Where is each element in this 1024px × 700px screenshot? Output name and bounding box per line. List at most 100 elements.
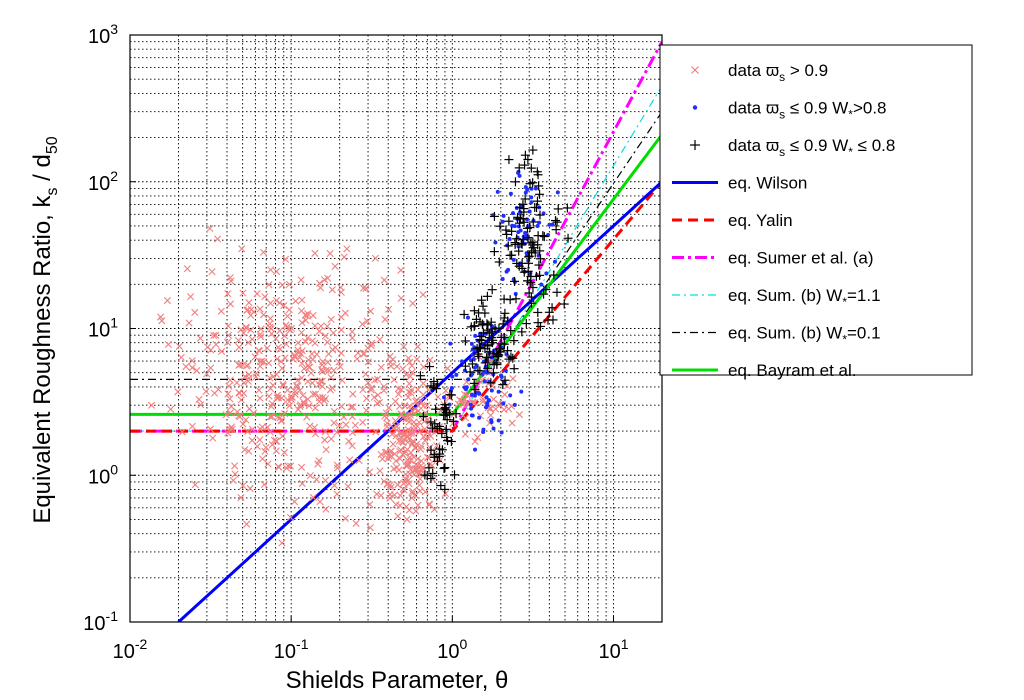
point-red-x [366, 524, 374, 532]
point-red-x [277, 357, 285, 366]
point-blue-dot [472, 365, 477, 370]
point-red-x [188, 422, 196, 430]
point-black-plus [427, 423, 437, 433]
point-blue-dot [516, 224, 521, 229]
point-black-plus [533, 318, 543, 328]
point-red-x [378, 455, 386, 463]
point-red-x [393, 423, 401, 431]
point-red-x [298, 296, 306, 304]
point-red-x [349, 403, 357, 411]
point-red-x [308, 337, 317, 345]
point-blue-dot [465, 315, 470, 320]
point-black-plus [509, 336, 519, 346]
x-tick-label: 100 [437, 636, 467, 663]
point-blue-dot [500, 219, 505, 224]
point-red-x [282, 321, 290, 329]
point-red-x [257, 325, 265, 333]
point-red-x [299, 391, 307, 400]
point-black-plus [442, 415, 452, 425]
point-blue-dot [496, 418, 501, 423]
point-red-x [191, 481, 199, 489]
point-black-plus [474, 351, 484, 361]
point-red-x [408, 362, 416, 370]
point-red-x [287, 513, 295, 522]
point-red-x [272, 370, 280, 378]
point-red-x [337, 283, 345, 292]
legend-sub: * [848, 108, 853, 122]
point-red-x [426, 460, 434, 468]
point-red-x [289, 355, 297, 363]
point-red-x [296, 386, 304, 395]
point-red-x [316, 279, 324, 287]
point-red-x [323, 338, 332, 346]
point-red-x [321, 428, 329, 436]
point-red-x [147, 401, 156, 409]
point-black-plus [495, 344, 505, 354]
point-red-x [248, 436, 256, 444]
point-blue-dot [486, 398, 491, 403]
point-red-x [326, 386, 335, 394]
point-red-x [353, 355, 361, 363]
point-red-x [487, 411, 495, 419]
point-black-plus [437, 445, 447, 455]
point-red-x [273, 394, 281, 402]
y-tick-base: 10 [88, 320, 110, 342]
legend-text-part: eq. Wilson [728, 174, 807, 193]
point-red-x [473, 433, 482, 442]
legend-text-part: eq. Sum. (b) W [728, 324, 842, 343]
point-red-x [226, 300, 235, 308]
point-red-x [191, 308, 199, 316]
point-black-plus [531, 271, 541, 281]
point-red-x [217, 307, 225, 315]
point-red-x [331, 343, 339, 352]
point-red-x [229, 476, 237, 485]
point-red-x [400, 343, 408, 351]
point-red-x [306, 472, 314, 480]
point-red-x [314, 460, 322, 468]
point-red-x [425, 500, 433, 508]
point-red-x [408, 368, 416, 376]
point-red-x [411, 443, 419, 452]
point-red-x [330, 407, 339, 416]
point-blue-dot [508, 191, 513, 196]
point-red-x [377, 363, 385, 371]
point-red-x [362, 394, 371, 403]
point-red-x [396, 501, 404, 510]
point-black-plus [539, 232, 549, 242]
point-black-plus [441, 424, 451, 434]
point-red-x [389, 355, 397, 364]
point-red-x [362, 284, 370, 293]
legend-sub: * [848, 145, 853, 159]
point-red-x [383, 422, 391, 431]
point-red-x [263, 423, 272, 431]
legend-text-part: > 0.9 [785, 61, 828, 80]
point-red-x [420, 433, 428, 441]
point-red-x [352, 519, 360, 527]
point-black-plus [460, 336, 470, 346]
point-red-x [388, 430, 396, 438]
point-blue-dot [544, 271, 549, 276]
point-red-x [241, 372, 249, 381]
point-black-plus [526, 163, 536, 173]
point-red-x [281, 255, 290, 263]
point-red-x [203, 343, 212, 351]
point-black-plus [431, 404, 441, 414]
point-red-x [226, 274, 234, 282]
point-red-x [421, 436, 429, 445]
point-red-x [311, 249, 319, 257]
point-black-plus [526, 238, 536, 248]
point-blue-dot [500, 276, 505, 281]
point-blue-dot [523, 190, 528, 195]
point-red-x [434, 393, 442, 401]
point-black-plus [523, 233, 533, 243]
point-red-x [252, 369, 260, 377]
point-red-x [193, 366, 201, 375]
y-axis-label: Equivalent Roughness Ratio, ks / d50 [29, 136, 61, 523]
line-sumer-b01 [130, 111, 662, 380]
x-tick-label: 10-2 [113, 636, 148, 663]
point-red-x [384, 454, 392, 463]
point-red-x [495, 400, 503, 408]
point-black-plus [440, 484, 450, 494]
point-red-x [281, 409, 289, 418]
point-red-x [408, 487, 417, 495]
